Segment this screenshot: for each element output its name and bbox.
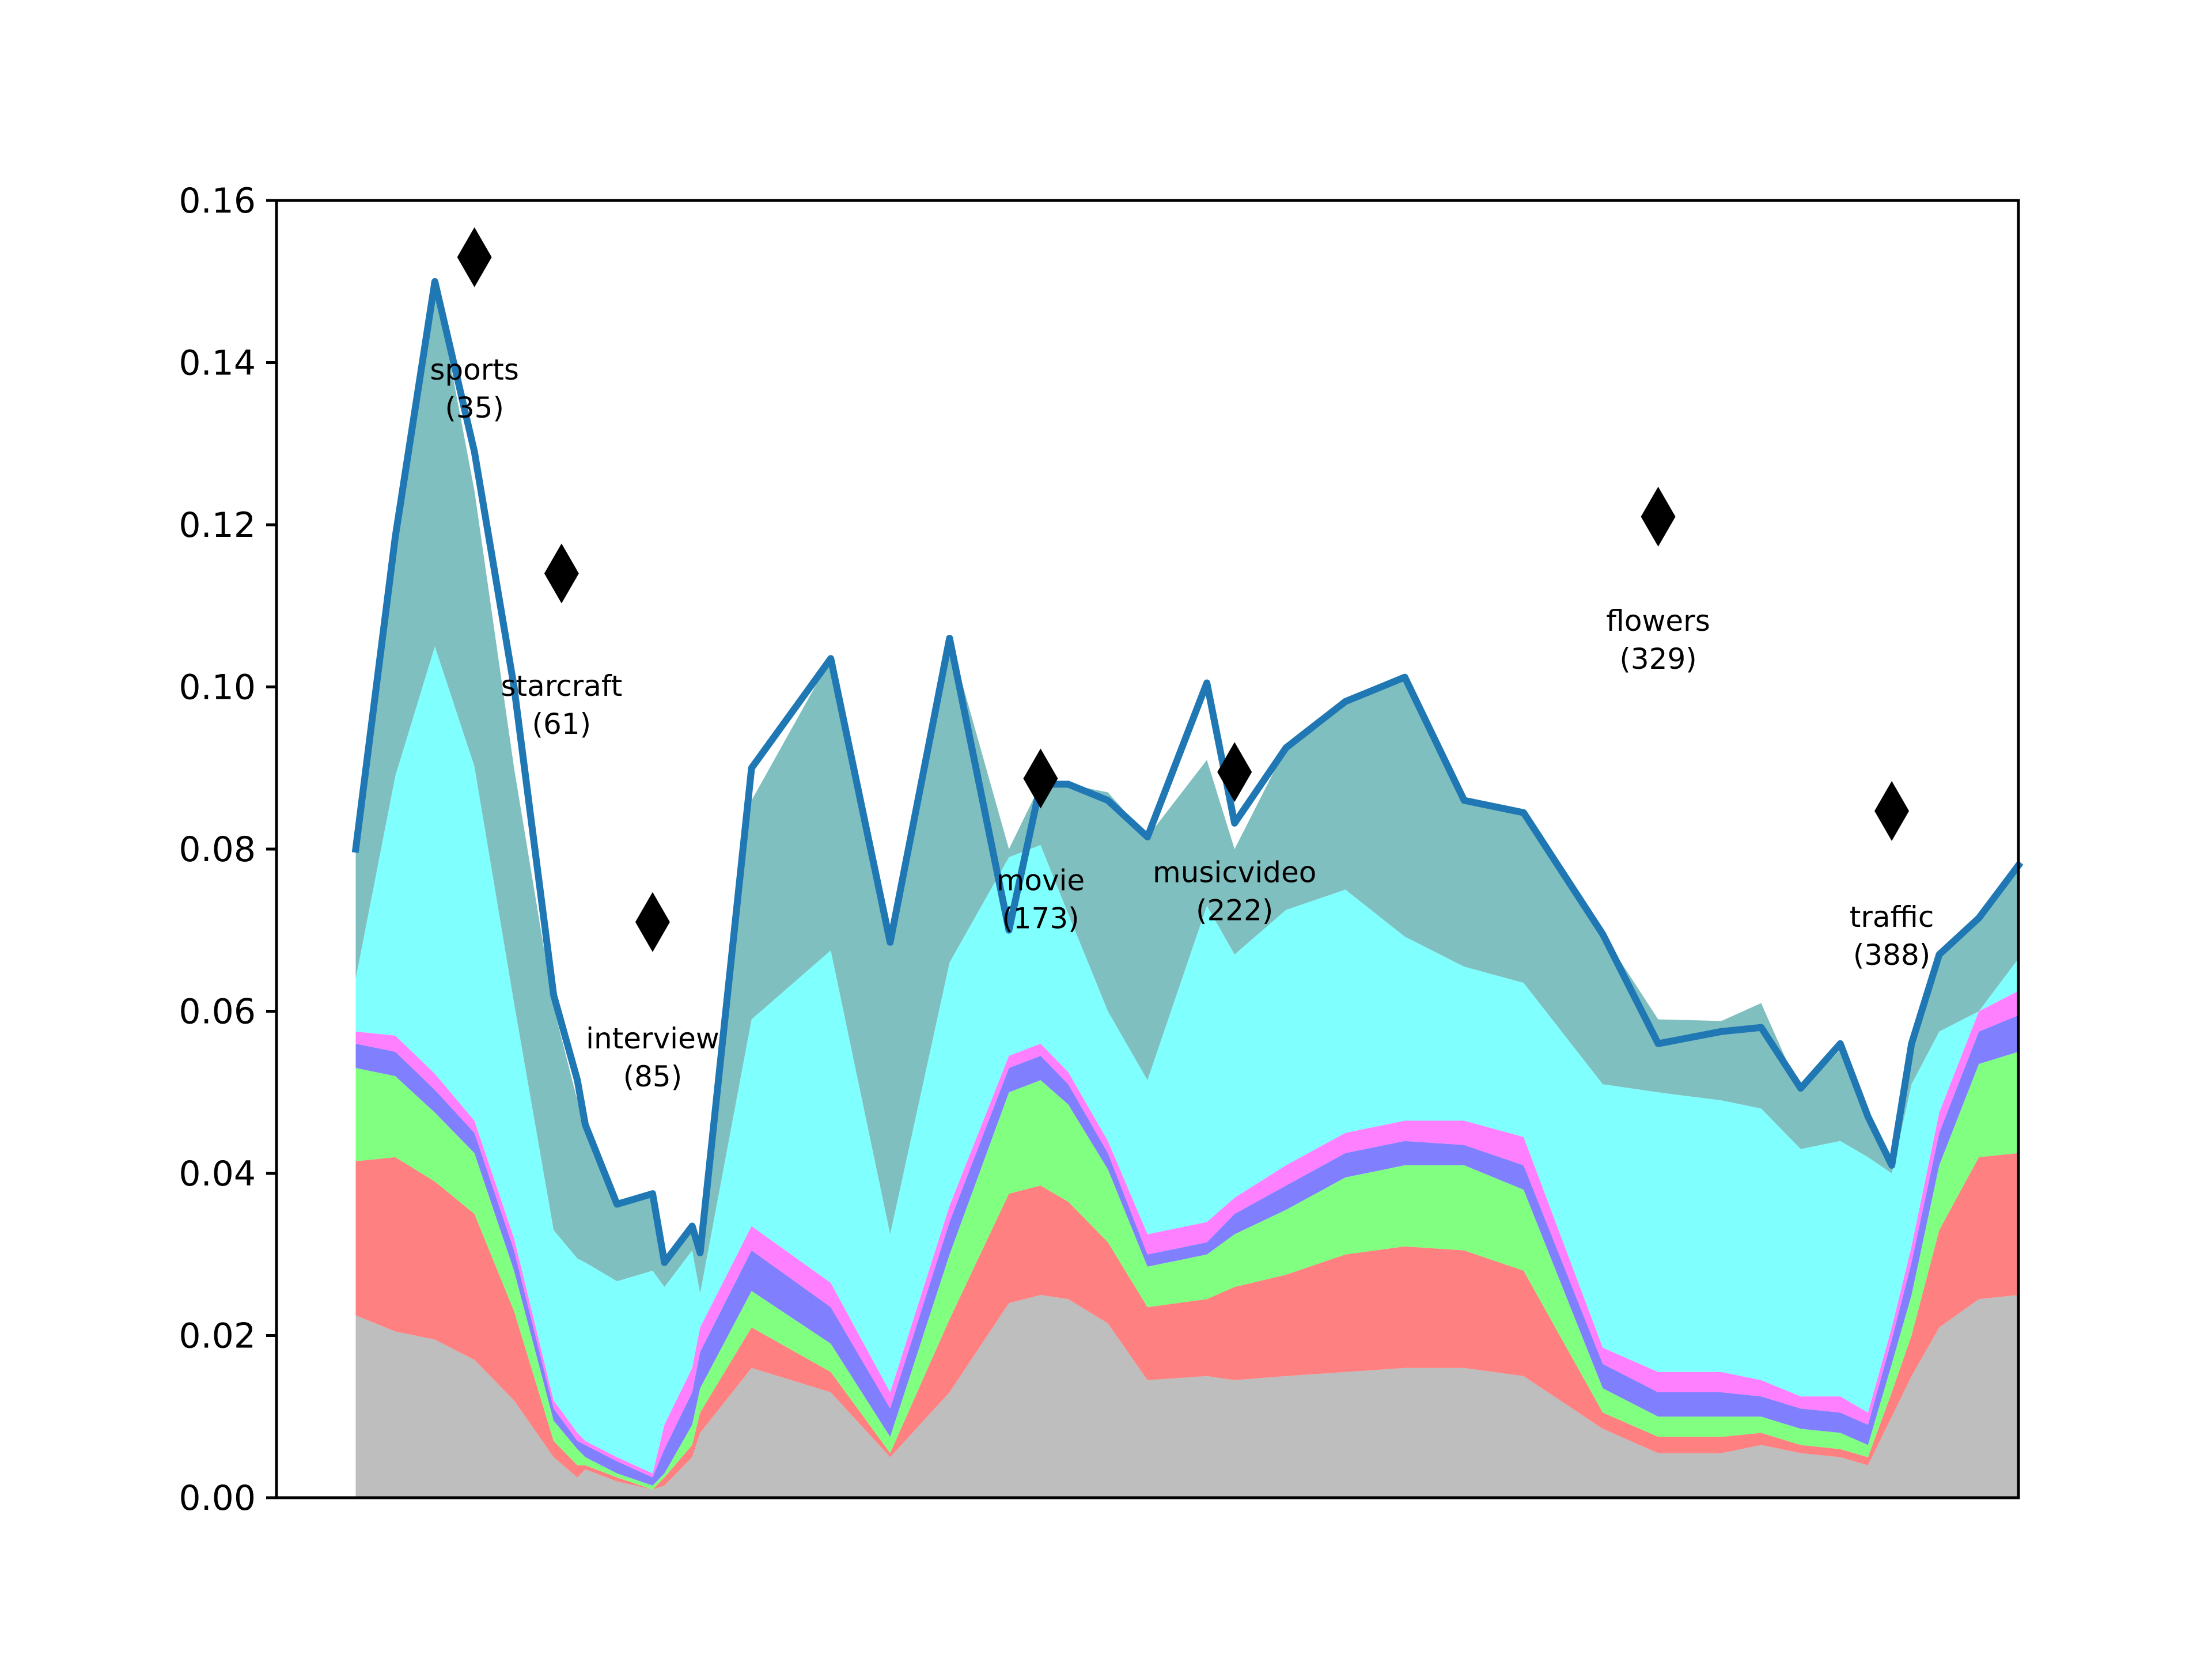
- y-tick-label-5: 0.10: [179, 668, 256, 708]
- plot-frame: [275, 199, 2020, 1499]
- y-axis: 0.00 0.02 0.04 0.06 0.08 0.10 0.12 0.14 0.16: [179, 181, 276, 1518]
- marker-label-flowers: flowers: [1606, 604, 1710, 638]
- marker-label-sports: sports: [430, 353, 519, 387]
- marker-count-movie: (173): [1002, 902, 1079, 935]
- y-tick-label-4: 0.08: [179, 830, 256, 870]
- diamond-marker-interview: [635, 892, 670, 952]
- marker-count-musicvideo: (222): [1196, 894, 1273, 927]
- y-tick-label-7: 0.14: [179, 343, 256, 384]
- marker-label-movie: movie: [997, 864, 1085, 897]
- total-line: [351, 278, 2024, 1266]
- diamond-marker-traffic: [1874, 781, 1910, 841]
- annotation-markers: sports (35) starcraft (61) interview (85) movi…: [430, 227, 1934, 1093]
- y-tick-label-0: 0.00: [179, 1478, 256, 1518]
- marker-count-sports: (35): [445, 391, 504, 425]
- y-tick-label-2: 0.04: [179, 1154, 256, 1194]
- marker-label-musicvideo: musicvideo: [1153, 856, 1316, 889]
- area-layer-4: [355, 991, 2018, 1478]
- diamond-marker-starcraft: [544, 543, 579, 604]
- y-tick-label-1: 0.02: [179, 1316, 256, 1357]
- area-layer-0: [355, 1295, 2018, 1498]
- diamond-marker-sports: [457, 227, 492, 287]
- marker-count-starcraft: (61): [532, 707, 592, 741]
- diamond-marker-musicvideo: [1217, 742, 1252, 802]
- total-line-group: [351, 278, 2024, 1266]
- marker-count-interview: (85): [623, 1060, 683, 1093]
- y-tick-label-8: 0.16: [179, 181, 256, 221]
- diamond-marker-movie: [1023, 748, 1058, 809]
- marker-label-starcraft: starcraft: [501, 669, 622, 703]
- marker-label-interview: interview: [586, 1022, 719, 1055]
- marker-count-flowers: (329): [1619, 642, 1696, 676]
- area-layer-2: [355, 1051, 2018, 1490]
- diamond-marker-flowers: [1641, 486, 1676, 547]
- area-layer-6: [355, 281, 2018, 1294]
- area-layer-5: [355, 646, 2018, 1474]
- stacked-areas: [355, 281, 2018, 1498]
- area-layer-1: [355, 1153, 2018, 1490]
- y-tick-label-6: 0.12: [179, 505, 256, 546]
- y-tick-label-3: 0.06: [179, 992, 256, 1032]
- marker-label-traffic: traffic: [1850, 900, 1934, 934]
- marker-count-traffic: (388): [1853, 938, 1930, 972]
- area-layer-3: [355, 1015, 2018, 1486]
